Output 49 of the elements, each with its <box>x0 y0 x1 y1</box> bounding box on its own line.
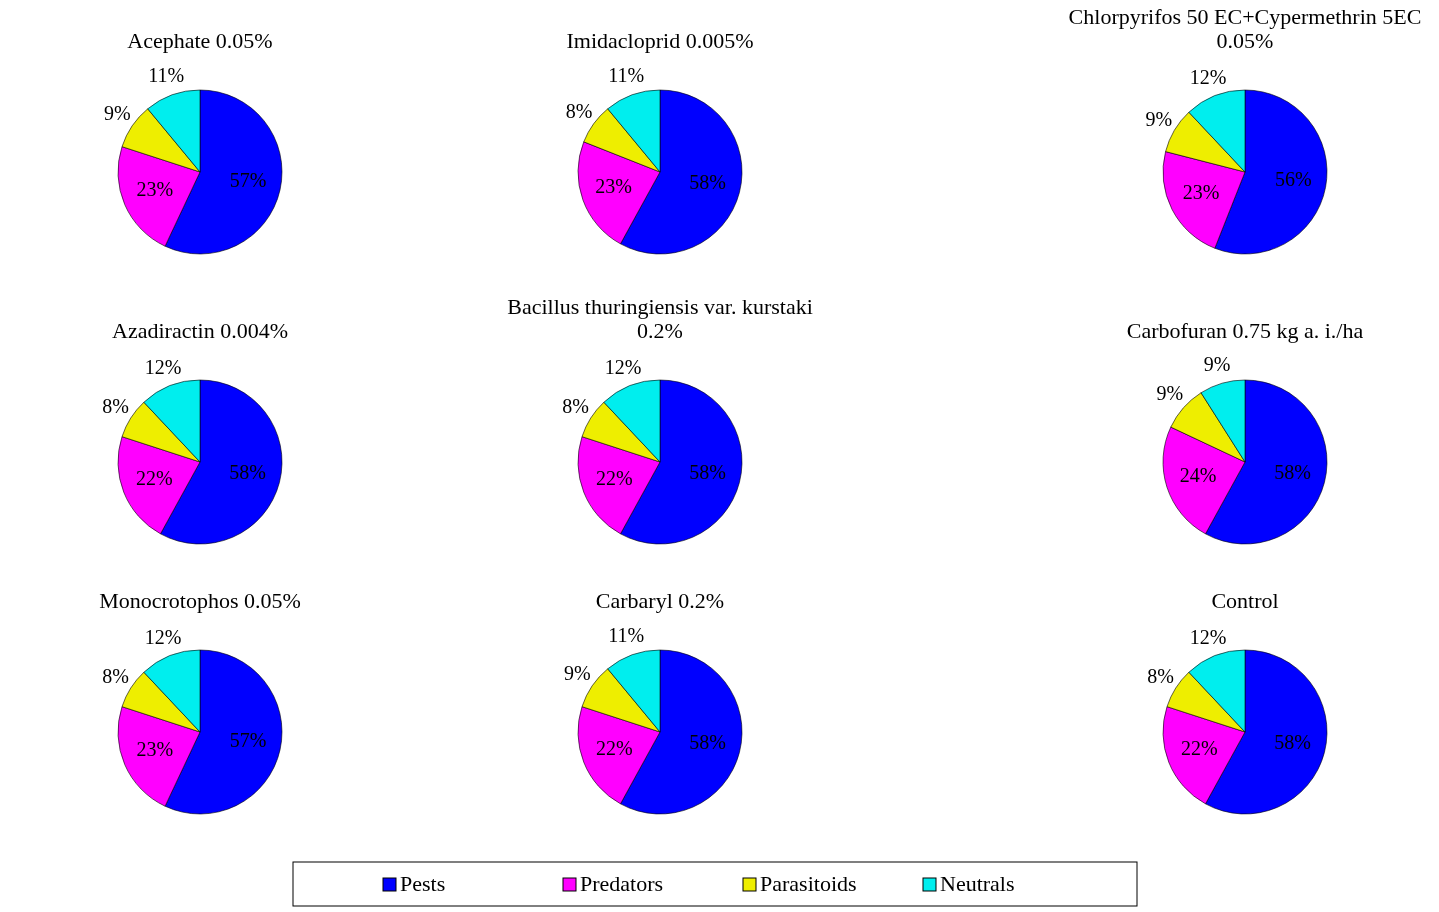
data-label: 9% <box>1145 107 1173 130</box>
chart-title: Chlorpyrifos 50 EC+Cypermethrin 5EC 0.05% <box>1068 4 1422 53</box>
data-label: 23% <box>1182 180 1220 203</box>
legend-label: Neutrals <box>940 871 1015 896</box>
data-label: 8% <box>565 99 593 122</box>
data-label: 58% <box>229 460 266 483</box>
data-label: 12% <box>1189 625 1227 648</box>
chart-title: Bacillus thuringiensis var. kurstaki 0.2% <box>507 294 813 343</box>
data-label: 58% <box>1274 460 1311 483</box>
data-label: 22% <box>595 466 633 489</box>
data-label: 8% <box>1147 664 1174 687</box>
data-label: 12% <box>144 355 182 378</box>
data-label: 23% <box>136 178 174 201</box>
data-label: 22% <box>135 466 173 489</box>
data-label: 11% <box>148 64 185 87</box>
data-label: 12% <box>1189 65 1227 88</box>
data-label: 9% <box>103 102 131 125</box>
data-label: 11% <box>608 624 645 647</box>
data-label: 23% <box>136 738 174 761</box>
legend-label: Parasitoids <box>760 871 857 896</box>
data-label: 24% <box>1179 463 1217 486</box>
data-label: 57% <box>229 169 267 192</box>
chart-title: Monocrotophos 0.05% <box>99 588 301 613</box>
data-label: 8% <box>102 394 129 417</box>
chart-title: Carbaryl 0.2% <box>595 588 725 613</box>
data-label: 58% <box>689 460 726 483</box>
data-label: 11% <box>608 64 645 87</box>
data-label: 58% <box>689 170 726 193</box>
chart-title: Control <box>1211 588 1279 613</box>
data-label: 23% <box>595 175 633 198</box>
data-label: 12% <box>604 355 642 378</box>
data-label: 12% <box>144 625 182 648</box>
chart-title: Acephate 0.05% <box>127 28 273 53</box>
data-label: 58% <box>1274 730 1311 753</box>
legend-label: Pests <box>400 871 446 896</box>
data-label: 58% <box>689 730 726 753</box>
chart-title: Azadiractin 0.004% <box>112 318 288 343</box>
data-label: 56% <box>1274 167 1312 190</box>
data-label: 9% <box>1156 382 1184 405</box>
data-label: 22% <box>1180 736 1218 759</box>
chart-title: Carbofuran 0.75 kg a. i./ha <box>1126 318 1364 343</box>
data-label: 8% <box>562 394 589 417</box>
data-label: 57% <box>229 729 267 752</box>
data-label: 8% <box>102 664 129 687</box>
data-label: 9% <box>563 662 591 685</box>
data-label: 9% <box>1203 352 1231 375</box>
data-label: 22% <box>595 736 633 759</box>
chart-title: Imidacloprid 0.005% <box>566 28 754 53</box>
legend-label: Predators <box>580 871 664 896</box>
